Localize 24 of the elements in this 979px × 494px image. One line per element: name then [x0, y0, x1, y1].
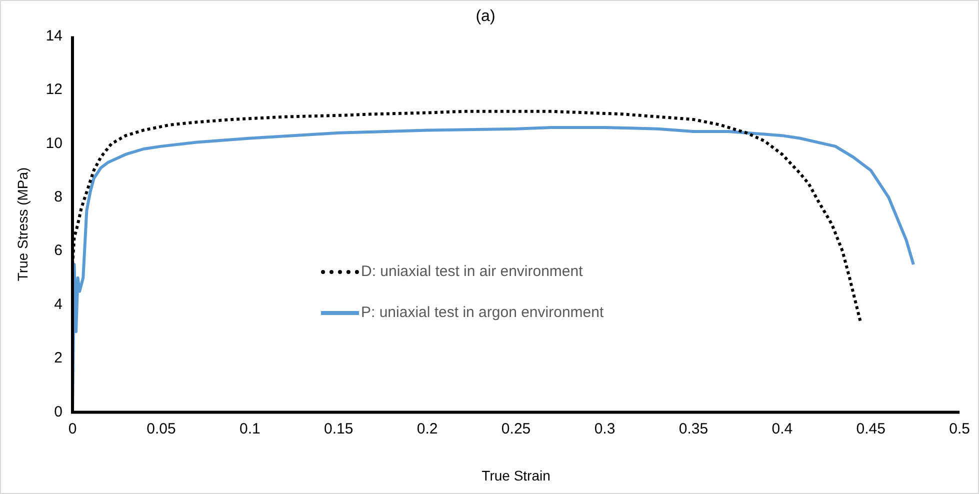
y-tick-label: 14: [46, 27, 62, 44]
x-tick-label: 0.2: [416, 420, 438, 438]
x-tick-label: 0.25: [501, 420, 531, 438]
y-axis-title: True Stress (MPa): [14, 167, 30, 282]
legend-label: P: uniaxial test in argon environment: [361, 304, 604, 321]
y-tick-label: 2: [54, 350, 62, 367]
x-tick-label: 0.1: [239, 420, 260, 438]
y-tick-label: 10: [46, 134, 62, 152]
x-tick-label: 0.4: [772, 420, 793, 438]
y-tick-label: 12: [46, 81, 62, 98]
x-tick-label: 0.35: [678, 420, 708, 438]
x-tick-label: 0.5: [949, 420, 970, 438]
y-tick-label: 4: [54, 296, 62, 313]
y-tick-label: 6: [54, 242, 62, 260]
y-tick-label: 0: [54, 403, 62, 420]
x-tick-label: 0.45: [856, 420, 886, 438]
chart-title: (a): [476, 8, 496, 26]
y-tick-label: 8: [54, 188, 62, 206]
x-tick-label: 0.05: [146, 420, 176, 438]
x-tick-label: 0.3: [594, 420, 616, 438]
x-tick-label: 0.15: [324, 420, 354, 438]
x-axis-title: True Strain: [482, 467, 550, 484]
legend-label: D: uniaxial test in air environment: [361, 263, 583, 280]
x-tick-label: 0: [68, 420, 77, 438]
